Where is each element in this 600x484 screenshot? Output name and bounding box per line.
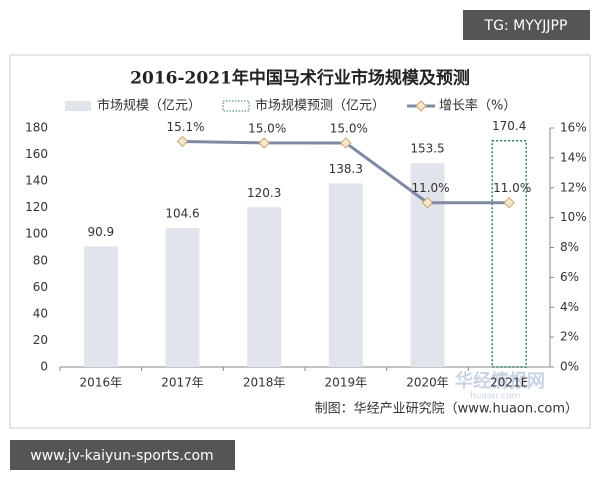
growth-value-label: 15.0% xyxy=(248,121,286,135)
y-tick-label: 120 xyxy=(25,200,48,214)
bar-value-label: 104.6 xyxy=(165,207,199,221)
y2-tick-label: 14% xyxy=(560,150,587,164)
y2-tick-label: 4% xyxy=(560,300,579,314)
x-tick-label: 2019年 xyxy=(325,376,368,390)
bar xyxy=(165,228,200,367)
site-text: www.jv-kaiyun-sports.com xyxy=(30,448,213,464)
growth-marker xyxy=(503,196,515,209)
bar-value-label: 153.5 xyxy=(410,142,444,156)
y-tick-label: 0 xyxy=(40,360,48,374)
growth-value-label: 11.0% xyxy=(411,181,449,195)
growth-value-label: 15.1% xyxy=(166,120,204,134)
legend-swatch xyxy=(65,101,91,111)
x-tick-label: 2018年 xyxy=(243,376,286,390)
bar-value-label: 138.3 xyxy=(329,162,363,176)
legend-swatch xyxy=(222,100,250,112)
growth-marker xyxy=(340,137,352,149)
bar xyxy=(83,246,118,367)
legend-marker xyxy=(415,100,427,112)
y-tick-label: 60 xyxy=(33,280,48,294)
site-box xyxy=(10,440,235,470)
y-tick-label: 20 xyxy=(33,333,48,347)
y-tick-label: 160 xyxy=(25,147,48,161)
growth-marker xyxy=(176,135,189,148)
y2-tick-label: 16% xyxy=(560,121,587,135)
growth-marker xyxy=(421,196,434,209)
legend-label: 增长率（%） xyxy=(439,98,516,114)
legend-label: 市场规模预测（亿元） xyxy=(255,98,385,114)
y2-tick-label: 2% xyxy=(560,330,579,344)
bar xyxy=(491,139,527,368)
watermark-url: huaon.com xyxy=(470,392,520,402)
bar-value-label: 90.9 xyxy=(87,225,114,239)
y2-tick-label: 0% xyxy=(560,360,579,374)
y-tick-label: 40 xyxy=(33,306,48,320)
bar xyxy=(328,183,363,367)
tag-box xyxy=(463,10,590,40)
chart-frame xyxy=(9,54,591,429)
y-tick-label: 80 xyxy=(33,253,48,267)
y2-tick-label: 6% xyxy=(560,270,579,284)
x-tick-label: 2016年 xyxy=(80,376,123,390)
y-tick-label: 140 xyxy=(25,174,48,188)
y2-tick-label: 12% xyxy=(560,180,587,194)
x-tick-label: 2020年 xyxy=(406,376,449,390)
watermark: 华经情报网 xyxy=(455,370,545,392)
growth-value-label: 15.0% xyxy=(330,121,368,135)
y-tick-label: 180 xyxy=(25,121,48,135)
y-tick-label: 100 xyxy=(25,227,48,241)
chart-title: 2016-2021年中国马术行业市场规模及预测 xyxy=(130,68,470,89)
x-tick-label: 2017年 xyxy=(161,376,204,390)
y2-tick-label: 10% xyxy=(560,210,587,224)
bar-value-label: 120.3 xyxy=(247,186,281,200)
growth-value-label: 11.0% xyxy=(493,181,531,195)
legend-label: 市场规模（亿元） xyxy=(97,98,201,114)
bar xyxy=(247,207,282,367)
bar-value-label: 170.4 xyxy=(492,119,526,133)
x-tick-label: 2021E xyxy=(490,376,528,390)
growth-marker xyxy=(258,137,270,149)
source: 制图：华经产业研究院（www.huaon.com） xyxy=(315,402,578,417)
y2-tick-label: 8% xyxy=(560,240,579,254)
tag-text: TG: MYYJJPP xyxy=(484,18,568,34)
